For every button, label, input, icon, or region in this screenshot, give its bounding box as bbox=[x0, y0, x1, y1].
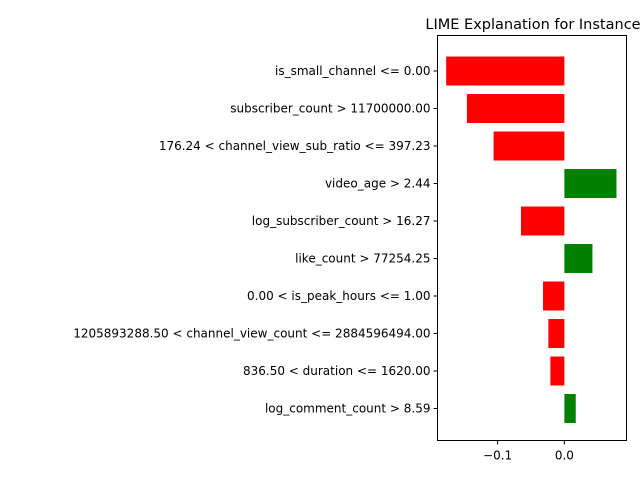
chart-title: LIME Explanation for Instance bbox=[425, 17, 640, 33]
bar-8 bbox=[550, 356, 565, 386]
y-tick-labels: is_small_channel <= 0.00 subscriber_count… bbox=[73, 64, 438, 416]
bar-6 bbox=[543, 281, 565, 311]
bar-0 bbox=[446, 56, 565, 86]
x-tick-label-1: 0.0 bbox=[555, 449, 574, 463]
y-tick-label-0: is_small_channel <= 0.00 bbox=[275, 64, 431, 78]
y-tick-label-7: 1205893288.50 < channel_view_count <= 28… bbox=[73, 327, 430, 341]
bar-1 bbox=[466, 94, 565, 123]
bar-2 bbox=[493, 131, 565, 161]
bar-7 bbox=[548, 319, 565, 348]
y-tick-label-4: log_subscriber_count > 16.27 bbox=[252, 214, 431, 228]
bar-9 bbox=[564, 394, 576, 423]
y-tick-label-2: 176.24 < channel_view_sub_ratio <= 397.2… bbox=[159, 139, 431, 153]
y-tick-label-8: 836.50 < duration <= 1620.00 bbox=[243, 364, 431, 378]
y-tick-label-9: log_comment_count > 8.59 bbox=[265, 402, 431, 416]
bar-4 bbox=[520, 206, 565, 236]
axes-frame bbox=[437, 35, 627, 441]
bars-group bbox=[446, 56, 617, 423]
y-tick-label-1: subscriber_count > 11700000.00 bbox=[230, 102, 430, 116]
x-tick-label-0: −0.1 bbox=[483, 449, 512, 463]
bar-5 bbox=[564, 244, 593, 273]
y-tick-label-5: like_count > 77254.25 bbox=[295, 252, 430, 266]
y-tick-label-3: video_age > 2.44 bbox=[325, 177, 431, 191]
y-tick-label-6: 0.00 < is_peak_hours <= 1.00 bbox=[247, 289, 431, 303]
x-axis: −0.1 0.0 bbox=[483, 440, 574, 463]
bar-3 bbox=[564, 169, 617, 198]
